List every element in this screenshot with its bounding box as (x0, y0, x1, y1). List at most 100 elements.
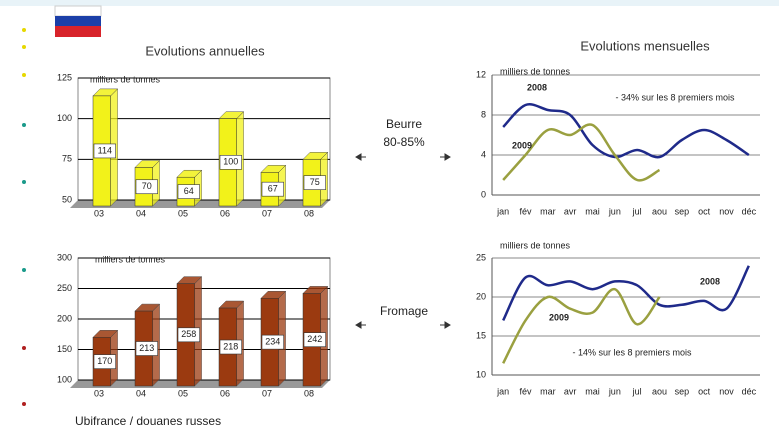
y-tick-label: 15 (476, 330, 486, 340)
y-axis-label: milliers de tonnes (95, 254, 166, 264)
annotation: - 14% sur les 8 premiers mois (572, 347, 692, 357)
annotation: - 34% sur les 8 premiers mois (615, 92, 735, 102)
x-tick-label: 05 (178, 388, 188, 398)
value-label: 213 (139, 343, 154, 353)
value-label-box (93, 354, 116, 369)
x-tick-label: mar (540, 206, 556, 216)
series-label: 2009 (549, 312, 569, 322)
heading: Evolutions mensuelles (580, 38, 710, 53)
x-tick-label: avr (564, 386, 577, 396)
x-tick-label: jun (608, 206, 621, 216)
value-label-box (219, 339, 242, 355)
x-tick-label: 08 (304, 208, 314, 218)
y-tick-label: 125 (57, 72, 72, 82)
y-tick-label: 8 (481, 109, 486, 119)
source: Ubifrance / douanes russes (75, 414, 221, 428)
x-tick-label: mar (540, 386, 556, 396)
value-label: 114 (98, 145, 112, 155)
x-tick-label: 06 (220, 388, 230, 398)
top-band (0, 0, 779, 6)
value-label: 75 (310, 177, 320, 187)
x-tick-label: oct (698, 386, 711, 396)
y-tick-label: 250 (57, 283, 72, 293)
series-label: 2008 (527, 82, 547, 92)
arrows (355, 153, 451, 329)
value-label-box (261, 181, 284, 197)
value-label: 70 (142, 181, 152, 191)
x-tick-label: sep (675, 386, 690, 396)
y-tick-label: 75 (62, 154, 72, 164)
x-tick-label: déc (742, 206, 757, 216)
x-tick-label: 07 (262, 388, 272, 398)
y-tick-label: 200 (57, 313, 72, 323)
y-axis-label: milliers de tonnes (500, 66, 571, 76)
y-tick-label: 4 (481, 149, 486, 159)
value-label: 170 (97, 356, 112, 366)
y-tick-label: 12 (476, 69, 486, 79)
y-tick-label: 20 (476, 291, 486, 301)
y-tick-label: 10 (476, 369, 486, 379)
value-label-box (135, 341, 158, 356)
x-tick-label: 06 (220, 208, 230, 218)
bullets (22, 28, 26, 406)
value-label-box (135, 179, 158, 195)
value-label: 242 (307, 334, 322, 344)
value-label: 234 (265, 337, 280, 347)
x-tick-label: 03 (94, 208, 104, 218)
series-label: 2008 (700, 276, 720, 286)
y-tick-label: 300 (57, 252, 72, 262)
y-tick-label: 100 (57, 113, 72, 123)
series-line (502, 265, 750, 321)
value-label: 100 (223, 157, 238, 167)
x-tick-label: jan (496, 206, 509, 216)
product-label: Fromage (380, 304, 428, 318)
y-axis-label: milliers de tonnes (90, 74, 161, 84)
x-tick-label: 05 (178, 208, 188, 218)
series-line (502, 103, 750, 159)
x-tick-label: jun (608, 386, 621, 396)
x-tick-label: jan (496, 386, 509, 396)
value-label-box (261, 334, 284, 350)
value-label: 258 (181, 329, 196, 339)
x-tick-label: 04 (136, 388, 146, 398)
x-tick-label: nov (719, 206, 734, 216)
y-tick-label: 25 (476, 252, 486, 262)
x-tick-label: fév (519, 386, 532, 396)
series-line (502, 123, 661, 182)
product-share: 80-85% (383, 135, 425, 149)
value-label: 218 (223, 341, 238, 351)
x-tick-label: déc (742, 386, 757, 396)
y-tick-label: 0 (481, 189, 486, 199)
series-line (502, 287, 661, 364)
y-tick-label: 50 (62, 194, 72, 204)
x-tick-label: mai (585, 206, 600, 216)
x-tick-label: fév (519, 206, 532, 216)
x-tick-label: 04 (136, 208, 146, 218)
x-tick-label: jul (632, 386, 642, 396)
x-tick-label: 03 (94, 388, 104, 398)
value-label-box (177, 184, 200, 199)
value-label-box (303, 175, 326, 190)
x-tick-label: 07 (262, 208, 272, 218)
x-tick-label: avr (564, 206, 577, 216)
x-tick-label: jul (632, 206, 642, 216)
y-tick-label: 150 (57, 344, 72, 354)
y-axis-label: milliers de tonnes (500, 240, 571, 250)
heading: Evolutions annuelles (145, 43, 265, 58)
x-tick-label: sep (675, 206, 690, 216)
product-label: Beurre (386, 117, 422, 131)
x-tick-label: mai (585, 386, 600, 396)
x-tick-label: oct (698, 206, 711, 216)
x-tick-label: aou (652, 386, 667, 396)
x-tick-label: 08 (304, 388, 314, 398)
value-label-box (93, 143, 116, 159)
x-tick-label: aou (652, 206, 667, 216)
series-label: 2009 (512, 140, 532, 150)
x-tick-label: nov (719, 386, 734, 396)
value-label: 67 (268, 184, 278, 194)
value-label-box (303, 332, 326, 347)
y-tick-label: 100 (57, 374, 72, 384)
value-label-box (177, 327, 200, 343)
